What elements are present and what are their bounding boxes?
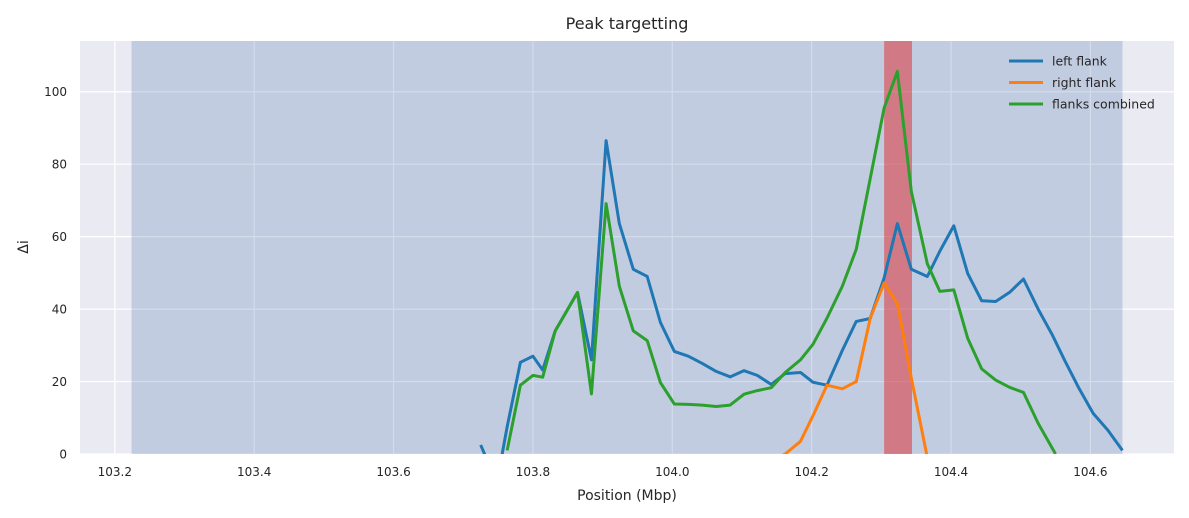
series-lines — [479, 69, 1124, 454]
legend-label-flanks-combined: flanks combined — [1052, 97, 1155, 112]
plot-area: 103.2 103.4 103.6 103.8 104.0 104.2 104.4 104.6… — [44, 41, 1174, 479]
series-line-right-flank — [781, 281, 929, 454]
legend-label-right-flank: right flank — [1052, 75, 1117, 90]
chart-title: Peak targetting — [566, 14, 689, 33]
x-tick-label-5: 104.2 — [794, 465, 828, 479]
shaded-region-target — [884, 41, 912, 454]
legend: left flank right flank flanks combined — [1009, 54, 1155, 112]
series-line-flanks-combined — [505, 69, 1057, 454]
y-tick-label-2: 40 — [52, 303, 67, 317]
y-axis-label: Δi — [16, 240, 32, 253]
x-tick-label-3: 103.8 — [516, 465, 550, 479]
x-axis-label: Position (Mbp) — [577, 488, 677, 504]
x-tick-label-4: 104.0 — [655, 465, 689, 479]
x-tick-label-7: 104.6 — [1073, 465, 1107, 479]
x-tick-label-2: 103.6 — [376, 465, 410, 479]
y-tick-label-5: 100 — [44, 85, 67, 99]
legend-label-left-flank: left flank — [1052, 54, 1108, 69]
x-tick-label-0: 103.2 — [98, 465, 132, 479]
y-tick-label-4: 80 — [52, 158, 67, 172]
x-tick-label-1: 103.4 — [237, 465, 271, 479]
y-tick-label-3: 60 — [52, 230, 67, 244]
y-tick-label-1: 20 — [52, 375, 67, 389]
x-tick-label-6: 104.4 — [934, 465, 968, 479]
y-tick-label-0: 0 — [59, 448, 67, 462]
